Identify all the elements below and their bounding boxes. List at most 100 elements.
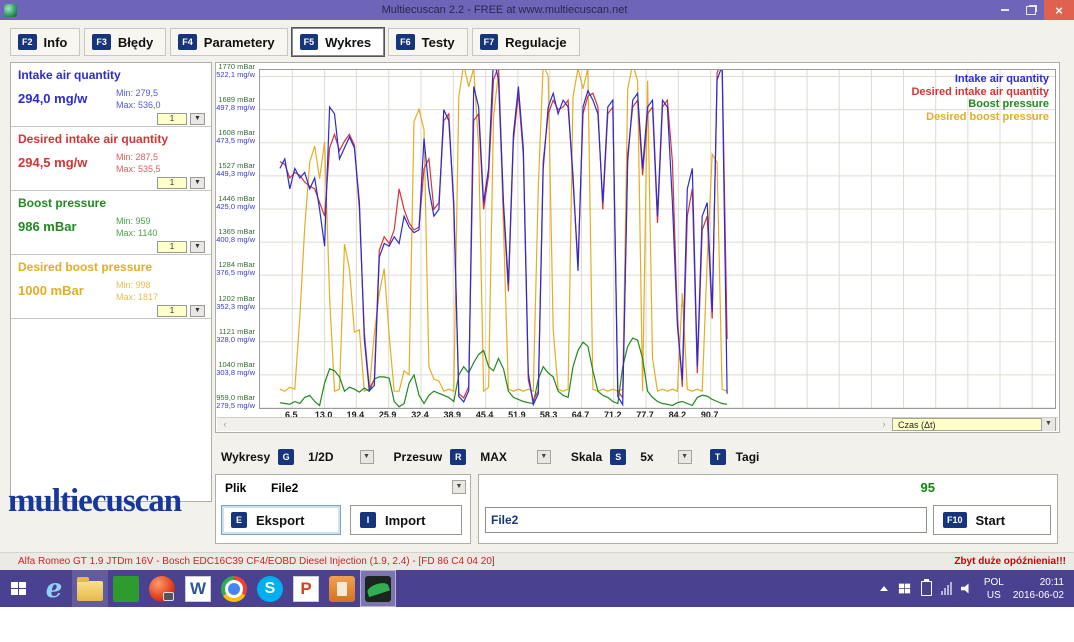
przesuw-dropdown-icon[interactable]: ▼ [536, 450, 551, 464]
y-tick: 959,0 mBar 279,5 mg/w [215, 394, 255, 410]
y-tick: 1284 mBar 376,5 mg/w [215, 261, 255, 277]
vehicle-info-text: Alfa Romeo GT 1.9 JTDm 16V - Bosch EDC16… [18, 556, 495, 567]
y-tick: 1365 mBar 400,8 mg/w [215, 228, 255, 244]
multiecuscan-logo: multiecuscan [8, 483, 182, 519]
taskbar-app-photos-app[interactable] [144, 570, 180, 607]
parameter-value: 294,5 mg/w [18, 155, 88, 170]
file-select-row: Plik File2 ▼ [216, 475, 470, 501]
skype-icon: S [257, 575, 283, 602]
language-top: POL [983, 576, 1004, 588]
y-tick-mgw: 473,5 mg/w [216, 135, 255, 145]
chevron-down-icon[interactable]: ▼ [190, 305, 205, 317]
taskbar-app-powerpoint[interactable]: P [288, 570, 324, 607]
eksport-button[interactable]: E Eksport [221, 505, 341, 535]
x-tick: 77,7 [636, 410, 654, 420]
minimize-button[interactable] [992, 0, 1018, 20]
taskbar-app-multiecuscan-app[interactable] [360, 570, 396, 607]
plot-area[interactable]: Intake air quantity Desired intake air qu… [259, 69, 1056, 409]
language-bottom: US [986, 589, 1001, 601]
scroll-left-icon[interactable]: ‹ [223, 419, 227, 429]
y-tick-mgw: 400,8 mg/w [216, 235, 255, 245]
wykresy-dropdown-icon[interactable]: ▼ [359, 450, 374, 464]
volume-icon[interactable] [960, 583, 969, 594]
tab-wykres[interactable]: F5 Wykres [290, 27, 386, 57]
fkey-badge: F6 [396, 34, 415, 50]
parameter-minmax: Min: 287,5 Max: 535,5 [116, 151, 161, 175]
chevron-down-icon[interactable]: ▼ [1041, 418, 1055, 431]
scale-value[interactable]: 1 [157, 241, 187, 253]
chevron-down-icon[interactable]: ▼ [190, 241, 205, 253]
taskbar-app-diagnostic-tool[interactable] [324, 570, 360, 607]
restore-button[interactable] [1018, 0, 1044, 20]
network-signal-icon[interactable] [940, 582, 952, 595]
tagi-key-badge[interactable]: T [709, 449, 726, 465]
scale-selector: 1 ▼ [157, 241, 205, 253]
parameter-minmax: Min: 959 Max: 1140 [116, 215, 157, 239]
skala-label: Skala [570, 450, 603, 464]
parameter-name: Boost pressure [18, 196, 107, 210]
parameter-min: Min: 998 [116, 280, 151, 290]
parameter-section: Desired boost pressure 1000 mBar Min: 998 M… [11, 255, 211, 319]
tab-parametery[interactable]: F4 Parametery [170, 28, 288, 56]
tray-expand-icon[interactable] [879, 586, 888, 591]
language-indicator[interactable]: POL US [984, 576, 1004, 602]
series-boost-pressure [279, 337, 728, 408]
tab-label: Testy [421, 34, 455, 50]
windows-logo-icon [10, 582, 26, 595]
legend-item: Desired intake air quantity [911, 85, 1049, 98]
battery-icon[interactable] [920, 579, 932, 596]
przesuw-key-badge[interactable]: R [450, 449, 467, 465]
legend-item: Intake air quantity [954, 73, 1049, 85]
scale-value[interactable]: 1 [157, 305, 187, 317]
tab-błędy[interactable]: F3 Błędy [84, 28, 167, 56]
parameter-minmax: Min: 998 Max: 1817 [116, 279, 158, 303]
x-variable-combo[interactable]: Czas (Δt) ▼ [892, 418, 1056, 431]
y-tick-mbar: 1446 mBar [218, 193, 255, 203]
import-button[interactable]: I Import [350, 505, 462, 535]
y-tick-mgw: 449,3 mg/w [216, 168, 255, 178]
scroll-right-icon[interactable]: › [882, 419, 886, 429]
scale-selector: 1 ▼ [157, 113, 205, 125]
y-tick-mgw: 279,5 mg/w [216, 401, 255, 410]
tagi-label[interactable]: Tagi [735, 450, 760, 464]
tab-info[interactable]: F2 Info [10, 28, 81, 56]
y-axis-labels: 959,0 mBar 279,5 mg/w 1040 mBar 303,8 mg/w 1… [215, 62, 257, 410]
x-tick: 90,7 [700, 410, 719, 420]
skala-value[interactable]: 5x [640, 450, 654, 464]
tab-testy[interactable]: F6 Testy [388, 28, 468, 56]
x-tick: 19,4 [346, 410, 365, 420]
skala-key-badge[interactable]: S [610, 449, 627, 465]
chevron-down-icon[interactable]: ▼ [190, 113, 205, 125]
taskbar-app-internet-explorer[interactable]: e [36, 570, 72, 607]
y-tick-mgw: 328,0 mg/w [216, 334, 255, 344]
scale-value[interactable]: 1 [157, 177, 187, 189]
clock[interactable]: 20:11 2016-06-02 [1013, 576, 1064, 602]
przesuw-value[interactable]: MAX [480, 450, 507, 464]
file-name-input[interactable] [485, 507, 927, 533]
status-bar: Alfa Romeo GT 1.9 JTDm 16V - Bosch EDC16… [0, 552, 1074, 570]
x-tick: 58,3 [539, 410, 558, 420]
taskbar-app-file-explorer[interactable] [72, 570, 108, 607]
scale-value[interactable]: 1 [157, 113, 187, 125]
start-menu-button[interactable] [0, 570, 36, 607]
tab-regulacje[interactable]: F7 Regulacje [471, 28, 580, 56]
taskbar-app-skype[interactable]: S [252, 570, 288, 607]
parameter-max: Max: 535,5 [116, 164, 161, 174]
close-button[interactable] [1044, 0, 1074, 20]
chevron-down-icon[interactable]: ▼ [190, 177, 205, 189]
wykresy-value[interactable]: 1/2D [308, 450, 334, 464]
wykresy-key-badge[interactable]: G [278, 449, 295, 465]
file-select-value[interactable]: File2 [271, 481, 299, 495]
file-dropdown-icon[interactable]: ▼ [452, 480, 466, 494]
file-panel: Plik File2 ▼ E Eksport I Import [215, 474, 471, 544]
skala-dropdown-icon[interactable]: ▼ [677, 450, 692, 464]
taskbar-app-windows-store[interactable] [108, 570, 144, 607]
taskbar-app-chrome[interactable] [216, 570, 252, 607]
start-label: Start [975, 512, 1006, 528]
start-button[interactable]: F10 Start [933, 505, 1051, 535]
record-panel: 95 F10 Start [478, 474, 1058, 544]
tray-windows-icon[interactable] [898, 583, 910, 594]
taskbar-app-word[interactable]: W [180, 570, 216, 607]
y-tick-mbar: 1040 mBar [218, 359, 255, 369]
